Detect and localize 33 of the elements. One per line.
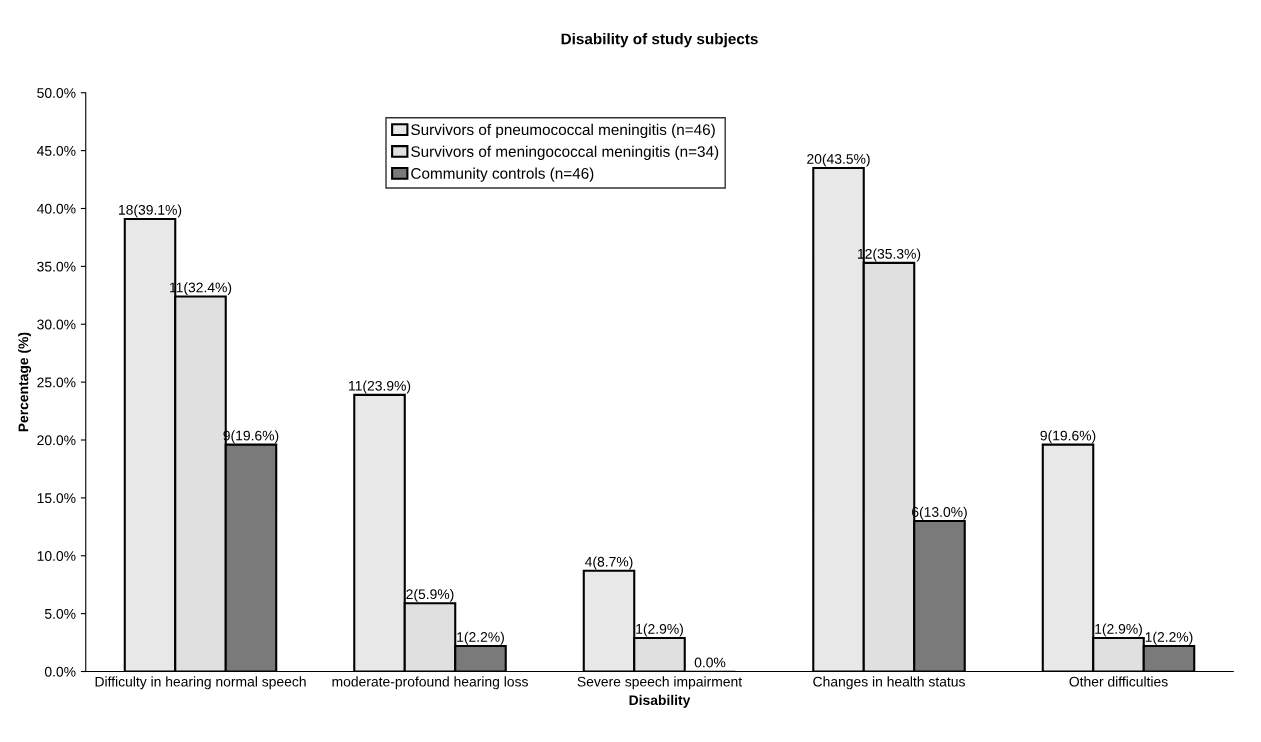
data-label: 11(23.9%) — [349, 380, 411, 394]
data-label: 1(2.9%) — [1095, 623, 1142, 637]
y-tick-label: 30.0% — [37, 319, 76, 330]
data-label: 2(5.9%) — [406, 588, 454, 602]
legend-label: Survivors of pneumococcal meningitis (n=46) — [411, 123, 715, 139]
y-tick-label: 25.0% — [37, 377, 76, 388]
y-tick-label: 20.0% — [37, 435, 76, 446]
x-tick-label: moderate-profound hearing loss — [332, 676, 528, 690]
data-label: 9(19.6%) — [1040, 430, 1096, 444]
y-axis-title: Percentage (%) — [18, 332, 32, 432]
x-axis-title: Disability — [629, 694, 691, 708]
y-tick-label: 15.0% — [37, 493, 76, 504]
data-label: 1(2.2%) — [1145, 631, 1193, 645]
x-tick-label: Other difficulties — [1069, 676, 1168, 687]
y-tick-label: 50.0% — [37, 88, 76, 98]
y-tick-label: 0.0% — [44, 666, 76, 677]
data-label: 18(39.1%) — [119, 204, 182, 218]
data-label: 1(2.9%) — [636, 623, 683, 637]
legend-label: Community controls (n=46) — [411, 167, 594, 182]
y-tick-label: 35.0% — [37, 261, 76, 272]
data-label: 0.0% — [694, 657, 726, 668]
y-tick-label: 5.0% — [44, 608, 76, 619]
y-tick-label: 45.0% — [36, 145, 76, 156]
x-tick-label: Difficulty in hearing normal speech — [95, 676, 306, 690]
data-label: 20(43.5%) — [807, 153, 870, 167]
chart-title: Disability of study subjects — [561, 33, 758, 48]
x-tick-label: Severe speech impairment — [577, 676, 743, 690]
y-tick-label: 40.0% — [36, 203, 76, 214]
data-label: 4(8.7%) — [585, 556, 633, 570]
y-tick-label: 10.0% — [37, 551, 76, 561]
x-tick-label: Changes in health status — [813, 676, 965, 690]
data-label: 1(2.2%) — [457, 631, 504, 645]
legend-label: Survivors of meningococcal meningitis (n=34) — [411, 145, 719, 160]
